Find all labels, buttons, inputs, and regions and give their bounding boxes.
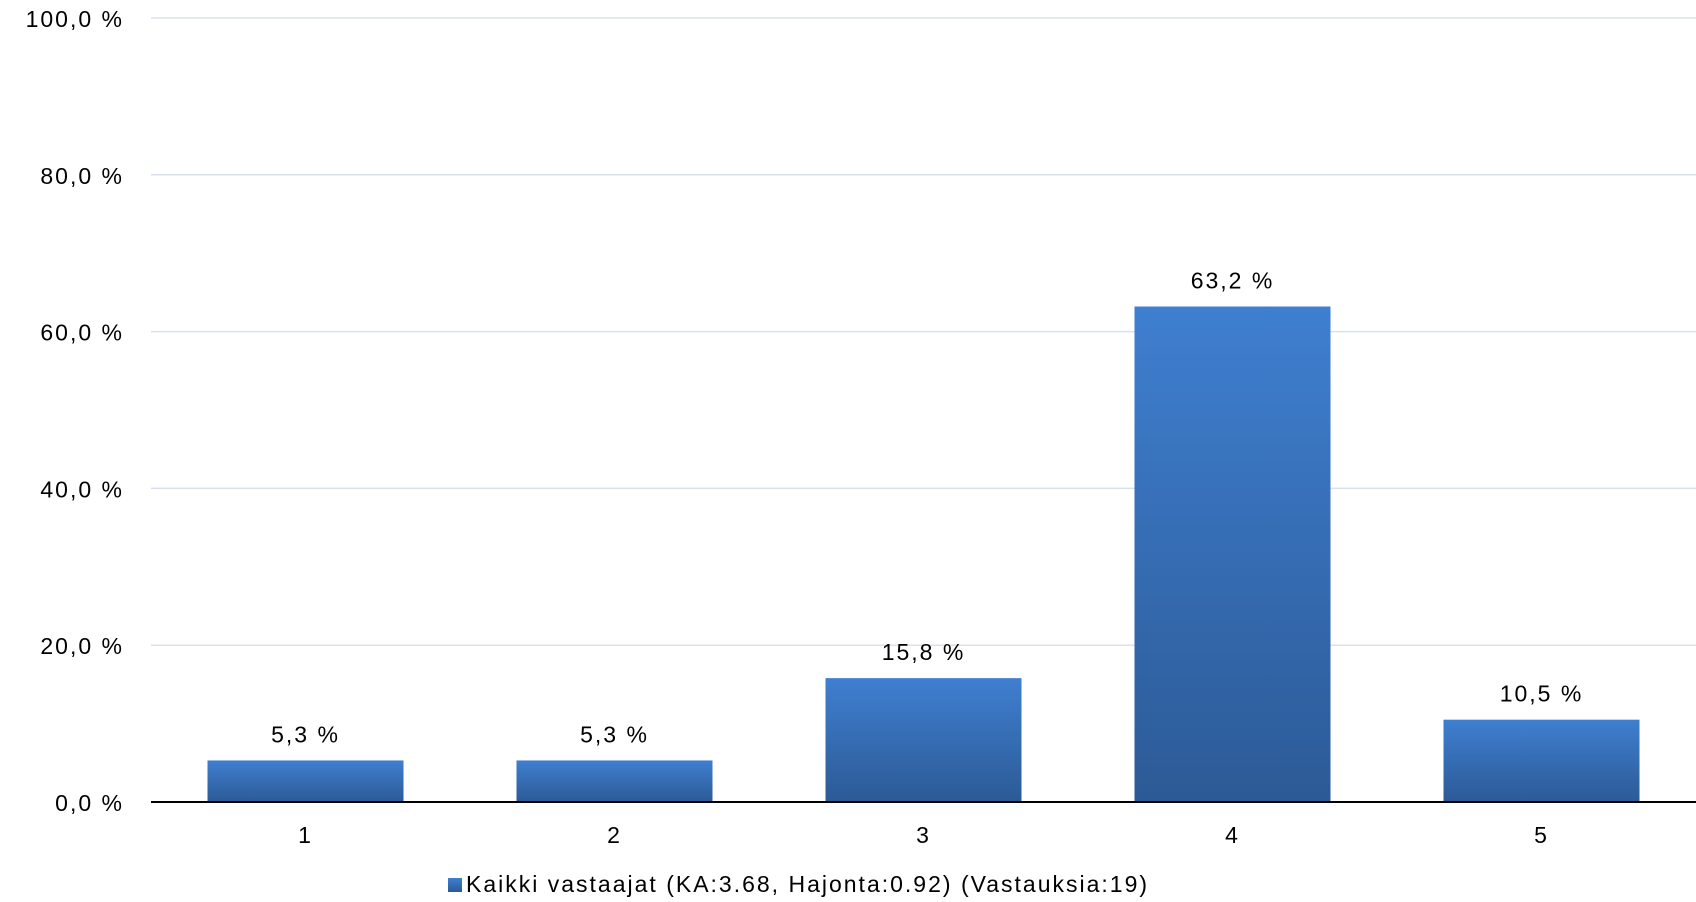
data-label-1: 5,3 % — [271, 721, 340, 747]
bar-1 — [207, 760, 404, 802]
y-axis-ticks: 0,0 % 20,0 % 40,0 % 60,0 % 80,0 % 100,0 % — [26, 6, 124, 816]
data-labels: 5,3 % 5,3 % 15,8 % 63,2 % 10,5 % — [271, 268, 1584, 748]
x-tick-label: 3 — [916, 822, 931, 848]
y-tick-label: 40,0 % — [40, 476, 124, 502]
y-tick-label: 100,0 % — [26, 6, 124, 32]
x-axis: 1 2 3 4 5 — [151, 801, 1696, 848]
x-tick-label: 5 — [1534, 822, 1549, 848]
x-tick-label: 2 — [607, 822, 622, 848]
legend-label: Kaikki vastaajat (KA:3.68, Hajonta:0.92)… — [466, 871, 1149, 897]
data-label-2: 5,3 % — [580, 721, 649, 747]
y-tick-label: 60,0 % — [40, 320, 124, 346]
legend: Kaikki vastaajat (KA:3.68, Hajonta:0.92)… — [448, 871, 1149, 897]
data-label-3: 15,8 % — [882, 639, 966, 665]
x-tick-label: 4 — [1225, 822, 1240, 848]
bar-4 — [1134, 306, 1331, 802]
legend-swatch — [448, 878, 462, 892]
x-tick-label: 1 — [298, 822, 313, 848]
y-tick-label: 20,0 % — [40, 633, 124, 659]
bars — [207, 306, 1640, 802]
bar-2 — [516, 760, 713, 802]
y-tick-label: 80,0 % — [40, 163, 124, 189]
gridlines — [151, 17, 1696, 646]
bar-3 — [825, 678, 1022, 802]
y-tick-label: 0,0 % — [55, 790, 124, 816]
bar-5 — [1443, 719, 1640, 802]
data-label-5: 10,5 % — [1500, 681, 1584, 707]
data-label-4: 63,2 % — [1191, 268, 1275, 294]
